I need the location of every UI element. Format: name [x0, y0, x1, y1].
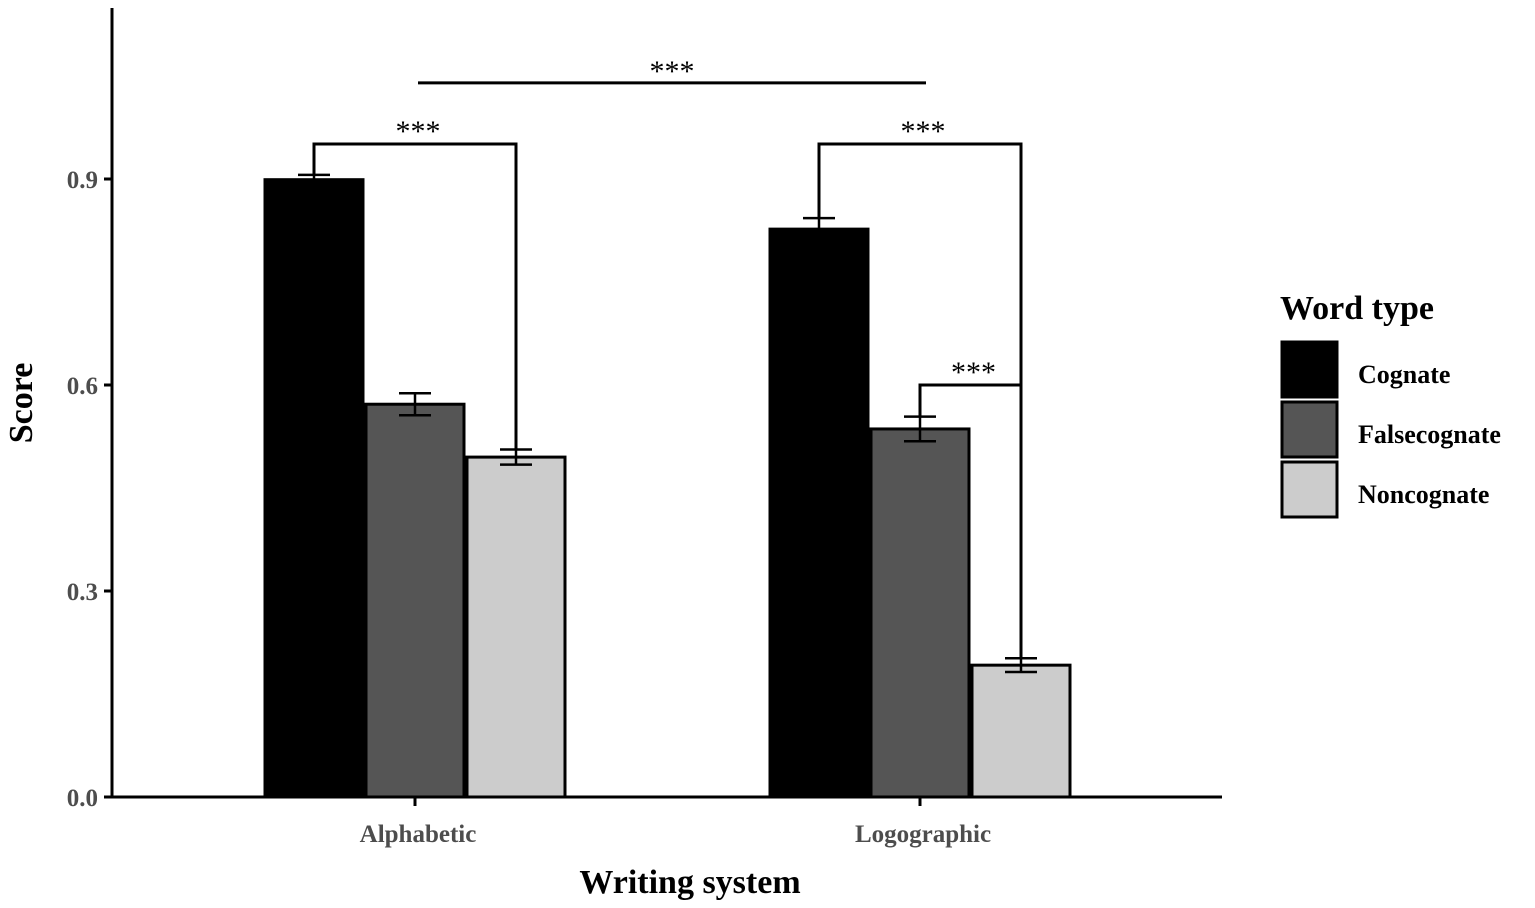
bar [465, 455, 567, 799]
bar [869, 427, 971, 799]
y-tick-label: 0.0 [67, 785, 98, 812]
y-tick-label: 0.3 [67, 579, 98, 606]
x-tick-label: Logographic [855, 821, 991, 848]
significance-label: *** [901, 115, 946, 148]
legend-title: Word type [1280, 290, 1434, 327]
legend-label: Cognate [1358, 360, 1450, 389]
legend-label: Falsecognate [1358, 420, 1501, 449]
plot-area: 0.0 0.3 0.6 0.9 Alphabetic Logographic *** *** *… [67, 8, 1222, 848]
y-tick-label: 0.9 [67, 167, 98, 194]
bar [970, 663, 1072, 799]
legend-swatch [1280, 460, 1339, 519]
significance-label: *** [650, 55, 695, 88]
x-axis-title: Writing system [579, 864, 800, 901]
bar [263, 178, 365, 799]
y-tick-label: 0.6 [67, 373, 98, 400]
legend-swatch [1280, 340, 1339, 399]
legend: Word type Cognate Falsecognate Noncognate [1280, 290, 1501, 519]
bar [364, 402, 466, 799]
significance-label: *** [951, 356, 996, 389]
significance-label: *** [396, 115, 441, 148]
significance-bracket [312, 142, 518, 450]
y-axis-title: Score [3, 363, 40, 444]
significance-bracket [918, 383, 1023, 659]
legend-label: Noncognate [1358, 480, 1489, 509]
bar [768, 227, 870, 799]
x-tick-label: Alphabetic [360, 821, 477, 848]
legend-swatch [1280, 400, 1339, 459]
